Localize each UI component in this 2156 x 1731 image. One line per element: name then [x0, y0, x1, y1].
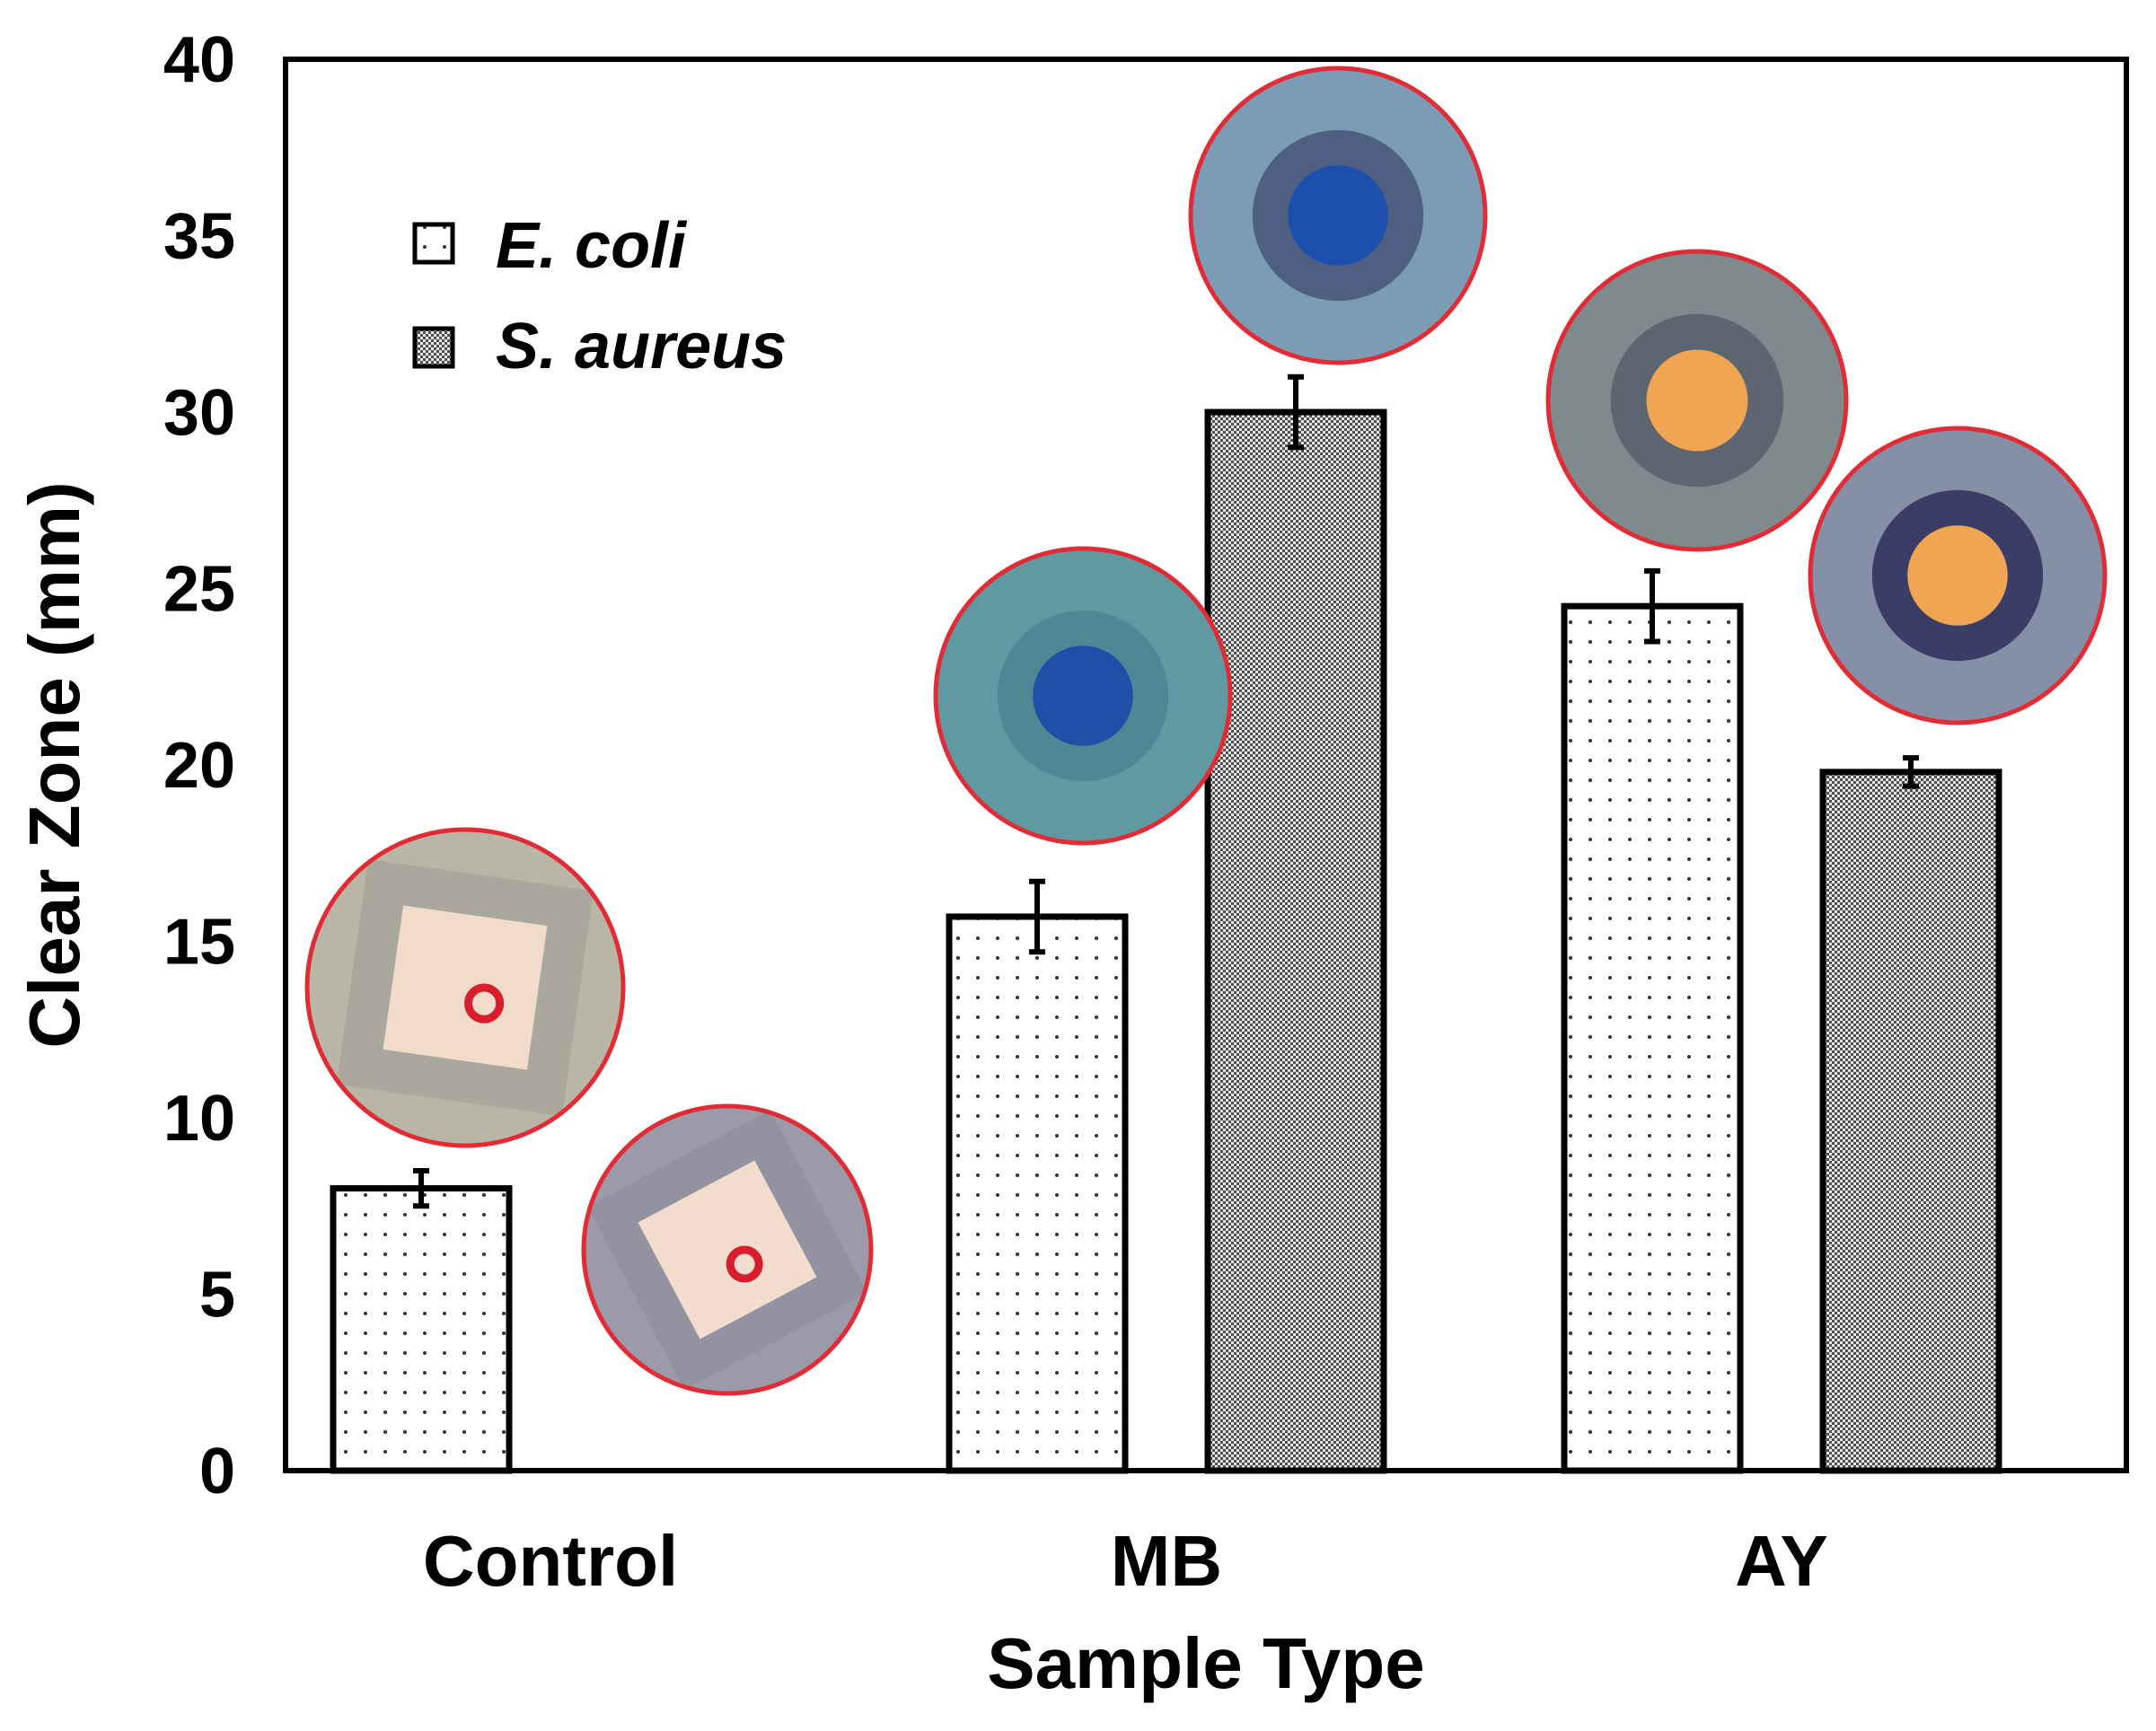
y-tick-label: 25 — [163, 554, 235, 626]
legend: E. coli S. aureus — [412, 210, 787, 382]
bar-ay-ecoli — [1561, 602, 1744, 1474]
error-bar-ay-saureus — [1903, 755, 1919, 789]
x-axis-categories: Control MB AY — [423, 1521, 1828, 1601]
ay-ecoli-photo — [1545, 249, 1849, 552]
y-tick-label: 40 — [163, 24, 235, 96]
x-category-label: Control — [423, 1521, 678, 1601]
y-axis-ticks: 0 5 10 15 20 25 30 35 40 — [163, 24, 235, 1507]
error-bar-ay-ecoli — [1644, 567, 1660, 645]
y-tick-label: 15 — [163, 907, 235, 979]
bar-control-ecoli — [330, 1185, 513, 1474]
control-saureus-photo — [581, 1103, 874, 1396]
y-tick-label: 5 — [199, 1260, 235, 1331]
x-category-label: MB — [1111, 1521, 1222, 1601]
legend-label-ecoli: E. coli — [496, 210, 688, 282]
mb-ecoli-photo — [933, 546, 1233, 846]
y-tick-label: 10 — [163, 1083, 235, 1155]
y-tick-label: 35 — [163, 201, 235, 273]
y-axis-title: Clear Zone (mm) — [14, 481, 94, 1048]
x-category-label: AY — [1735, 1521, 1828, 1601]
legend-label-saureus: S. aureus — [496, 311, 787, 382]
bar-mb-ecoli — [946, 913, 1129, 1474]
mb-saureus-photo — [1188, 66, 1488, 365]
ay-saureus-photo — [1808, 426, 2108, 725]
x-axis-title: Sample Type — [987, 1623, 1425, 1703]
error-bar-mb-saureus — [1288, 373, 1304, 451]
bar-mb-saureus — [1204, 409, 1387, 1474]
inset-photos — [304, 66, 2108, 1396]
error-bar-control-ecoli — [413, 1167, 429, 1209]
legend-swatch-ecoli — [412, 222, 455, 265]
error-bars — [413, 373, 1919, 1209]
y-tick-label: 20 — [163, 730, 235, 802]
error-bar-mb-ecoli — [1029, 878, 1045, 955]
control-ecoli-photo — [304, 827, 626, 1148]
y-tick-label: 30 — [163, 377, 235, 449]
y-tick-label: 0 — [199, 1436, 235, 1507]
legend-swatch-saureus — [412, 326, 455, 369]
bar-ay-saureus — [1819, 769, 2002, 1474]
